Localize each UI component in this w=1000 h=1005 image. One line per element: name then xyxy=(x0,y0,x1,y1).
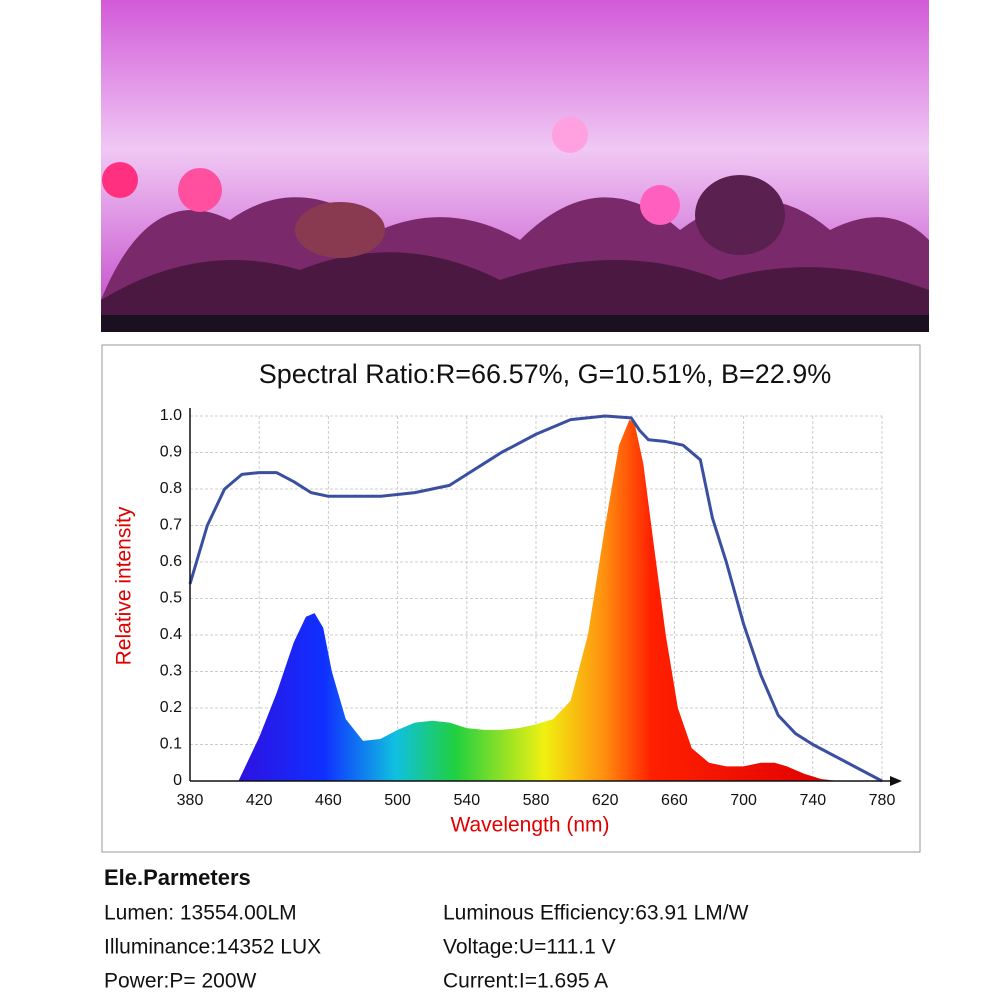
x-tick-label: 780 xyxy=(869,792,896,809)
x-tick-label: 500 xyxy=(384,792,411,809)
chart-title: Spectral Ratio:R=66.57%, G=10.51%, B=22.… xyxy=(259,359,832,389)
spectrum-area xyxy=(238,419,839,781)
x-tick-label: 540 xyxy=(453,792,480,809)
y-tick-label: 0.4 xyxy=(160,626,182,643)
params-heading: Ele.Parmeters xyxy=(104,865,251,890)
param-text: Voltage:U=111.1 V xyxy=(443,936,616,959)
x-axis-arrow xyxy=(890,776,902,786)
param-text: Power:P= 200W xyxy=(104,970,257,993)
y-tick-label: 0.9 xyxy=(160,444,182,461)
y-tick-label: 0 xyxy=(173,772,182,789)
y-tick-label: 0.5 xyxy=(160,590,182,607)
param-text: Lumen: 13554.00LM xyxy=(104,902,297,925)
plot: 0 0.1 0.2 0.3 0.4 0.5 0.6 0.7 0.8 0.9 1.0 380 420 460… xyxy=(160,407,902,809)
x-axis-label: Wavelength (nm) xyxy=(450,814,609,837)
x-tick-label: 580 xyxy=(523,792,550,809)
x-tick-label: 420 xyxy=(246,792,273,809)
x-tick-label: 460 xyxy=(315,792,342,809)
x-tick-label: 620 xyxy=(592,792,619,809)
y-tick-label: 0.3 xyxy=(160,663,182,680)
y-tick-label: 0.1 xyxy=(160,736,182,753)
param-text: Current:I=1.695 A xyxy=(443,970,608,993)
x-tick-label: 380 xyxy=(177,792,204,809)
y-tick-label: 0.6 xyxy=(160,553,182,570)
y-tick-label: 0.7 xyxy=(160,517,182,534)
param-text: Illuminance:14352 LUX xyxy=(104,936,321,959)
y-tick-label: 0.2 xyxy=(160,699,182,716)
photo xyxy=(101,0,929,332)
y-tick-label: 0.8 xyxy=(160,480,182,497)
y-tick-label: 1.0 xyxy=(160,407,182,424)
x-tick-label: 700 xyxy=(730,792,757,809)
curve-line xyxy=(188,414,883,783)
x-tick-label: 660 xyxy=(661,792,688,809)
x-tick-label: 740 xyxy=(799,792,826,809)
y-axis-label: Relative intensity xyxy=(113,506,136,665)
params: Lumen: 13554.00LM Luminous Efficiency:63.… xyxy=(104,902,749,993)
param-text: Luminous Efficiency:63.91 LM/W xyxy=(443,902,749,925)
